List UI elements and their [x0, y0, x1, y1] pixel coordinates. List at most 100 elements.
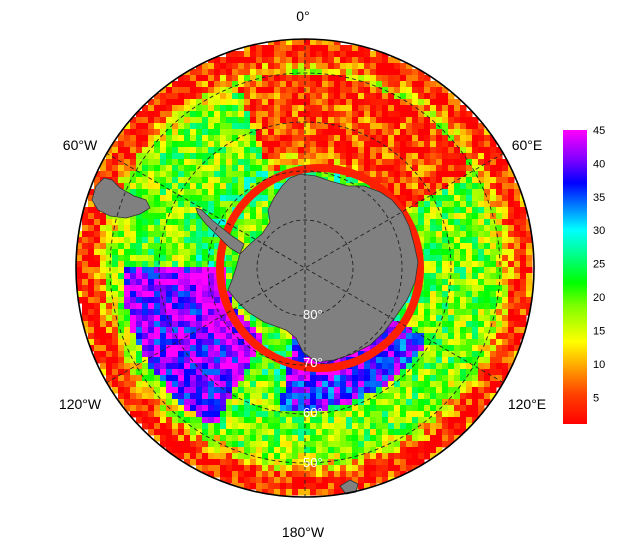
field-cell: [310, 141, 317, 148]
field-cell: [118, 321, 125, 328]
field-cell: [184, 309, 191, 316]
field-cell: [226, 141, 233, 148]
field-cell: [370, 393, 377, 400]
field-cell: [142, 255, 149, 262]
field-cell: [214, 189, 221, 196]
field-cell: [430, 225, 437, 232]
field-cell: [472, 405, 479, 412]
field-cell: [208, 447, 215, 454]
field-cell: [448, 399, 455, 406]
field-cell: [328, 45, 335, 52]
field-cell: [160, 135, 167, 142]
field-cell: [124, 297, 131, 304]
field-cell: [244, 45, 251, 52]
field-cell: [244, 351, 251, 358]
field-cell: [148, 297, 155, 304]
field-cell: [454, 405, 461, 412]
field-cell: [124, 123, 131, 130]
field-cell: [220, 225, 227, 232]
field-cell: [436, 417, 443, 424]
field-cell: [340, 69, 347, 76]
field-cell: [454, 423, 461, 430]
field-cell: [298, 357, 305, 364]
field-cell: [154, 147, 161, 154]
field-cell: [274, 453, 281, 460]
field-cell: [256, 195, 263, 202]
field-cell: [190, 111, 197, 118]
field-cell: [418, 429, 425, 436]
field-cell: [418, 297, 425, 304]
field-cell: [466, 195, 473, 202]
field-cell: [238, 339, 245, 346]
field-cell: [322, 429, 329, 436]
field-cell: [154, 207, 161, 214]
field-cell: [514, 267, 521, 274]
field-cell: [112, 237, 119, 244]
field-cell: [316, 489, 323, 496]
field-cell: [178, 423, 185, 430]
field-cell: [178, 441, 185, 448]
field-cell: [430, 429, 437, 436]
field-cell: [454, 267, 461, 274]
field-cell: [268, 465, 275, 472]
field-cell: [400, 159, 407, 166]
field-cell: [160, 363, 167, 370]
field-cell: [490, 279, 497, 286]
field-cell: [328, 393, 335, 400]
field-cell: [130, 123, 137, 130]
field-cell: [388, 453, 395, 460]
field-cell: [100, 249, 107, 256]
field-cell: [172, 357, 179, 364]
field-cell: [262, 459, 269, 466]
field-cell: [484, 357, 491, 364]
field-cell: [238, 465, 245, 472]
field-cell: [286, 117, 293, 124]
field-cell: [124, 279, 131, 286]
field-cell: [430, 309, 437, 316]
field-cell: [340, 117, 347, 124]
field-cell: [412, 105, 419, 112]
field-cell: [268, 327, 275, 334]
field-cell: [202, 117, 209, 124]
field-cell: [190, 429, 197, 436]
field-cell: [160, 429, 167, 436]
field-cell: [202, 225, 209, 232]
field-cell: [172, 165, 179, 172]
field-cell: [202, 453, 209, 460]
field-cell: [298, 93, 305, 100]
field-cell: [340, 63, 347, 70]
field-cell: [394, 339, 401, 346]
field-cell: [514, 183, 521, 190]
field-cell: [142, 249, 149, 256]
field-cell: [454, 351, 461, 358]
field-cell: [244, 135, 251, 142]
field-cell: [346, 51, 353, 58]
field-cell: [262, 375, 269, 382]
field-cell: [292, 135, 299, 142]
field-cell: [262, 129, 269, 136]
field-cell: [442, 171, 449, 178]
field-cell: [232, 249, 239, 256]
field-cell: [184, 111, 191, 118]
field-cell: [148, 345, 155, 352]
field-cell: [400, 441, 407, 448]
field-cell: [298, 39, 305, 46]
field-cell: [172, 345, 179, 352]
field-cell: [178, 195, 185, 202]
field-cell: [208, 231, 215, 238]
field-cell: [322, 129, 329, 136]
field-cell: [292, 477, 299, 484]
field-cell: [262, 93, 269, 100]
field-cell: [130, 363, 137, 370]
field-cell: [400, 375, 407, 382]
field-cell: [196, 327, 203, 334]
field-cell: [190, 249, 197, 256]
field-cell: [172, 393, 179, 400]
field-cell: [436, 291, 443, 298]
field-cell: [244, 129, 251, 136]
field-cell: [178, 237, 185, 244]
field-cell: [442, 219, 449, 226]
field-cell: [340, 441, 347, 448]
field-cell: [178, 243, 185, 250]
field-cell: [184, 135, 191, 142]
